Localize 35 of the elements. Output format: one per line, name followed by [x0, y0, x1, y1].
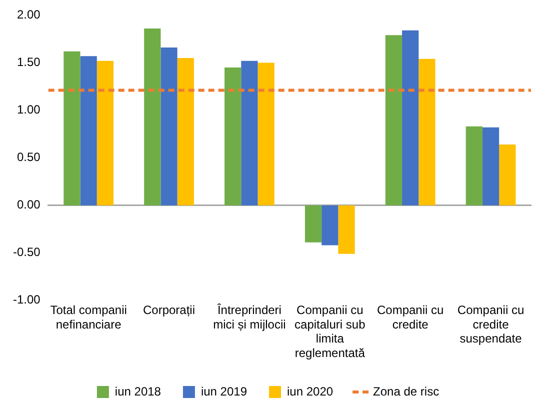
x-tick-label: Întreprinderi mici și mijlocii: [213, 302, 286, 332]
bar: [258, 62, 274, 206]
y-tick-label: -1.00: [12, 292, 41, 307]
bar: [482, 127, 500, 206]
bar: [241, 60, 258, 206]
bar: [402, 30, 419, 206]
bar: [499, 144, 516, 206]
bar: [177, 58, 194, 206]
bar: [96, 60, 114, 206]
bar: [385, 35, 402, 206]
bar: [80, 56, 97, 206]
x-tick-label: Corporații: [143, 302, 196, 317]
bar: [304, 205, 322, 242]
legend-label: iun 2018: [114, 384, 162, 398]
y-tick-label: 1.00: [16, 102, 41, 117]
y-tick-label: 0.00: [16, 198, 41, 212]
bar: [144, 28, 161, 206]
bar: [466, 126, 482, 206]
bar: [322, 205, 338, 246]
bar: [64, 51, 80, 206]
x-tick-label: Total companii nefinanciare: [50, 302, 127, 332]
y-tick-label: 2.00: [16, 8, 41, 22]
x-tick-label: Companii cu capitaluri sub limita reglementată: [294, 302, 366, 360]
y-tick-label: -0.50: [12, 245, 41, 260]
legend-label: iun 2019: [200, 384, 248, 398]
bar: [224, 67, 242, 206]
x-tick-label: Companii cu credite suspendate: [457, 302, 524, 346]
y-tick-label: 1.50: [16, 55, 41, 70]
legend-label: iun 2020: [287, 384, 334, 398]
y-tick-label: 0.50: [16, 150, 41, 164]
bar: [418, 58, 436, 206]
x-tick-label: Companii cu credite: [376, 302, 444, 332]
bar: [160, 48, 178, 206]
bar: [338, 205, 355, 254]
legend-label: Zona de risc: [373, 384, 440, 398]
